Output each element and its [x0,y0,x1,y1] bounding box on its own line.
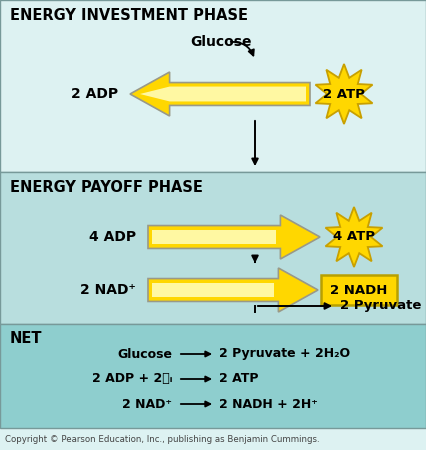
Text: Glucose: Glucose [190,35,251,49]
Polygon shape [325,207,383,267]
Polygon shape [140,86,306,101]
Text: NET: NET [10,331,43,346]
Polygon shape [152,283,274,297]
Polygon shape [316,64,372,124]
Polygon shape [152,230,276,244]
Text: Glucose: Glucose [117,347,172,360]
Text: 4 ADP: 4 ADP [89,230,136,244]
FancyBboxPatch shape [321,275,397,305]
Text: 2 ATP: 2 ATP [219,373,259,386]
Bar [0,172,426,324]
Polygon shape [148,268,318,312]
Text: 2 Pyruvate: 2 Pyruvate [340,300,421,312]
Text: ENERGY PAYOFF PHASE: ENERGY PAYOFF PHASE [10,180,203,195]
Text: 2 NADH: 2 NADH [330,284,388,297]
Text: 2 NADH + 2H⁺: 2 NADH + 2H⁺ [219,397,318,410]
Text: 4 ATP: 4 ATP [333,230,375,243]
Text: 2 NAD⁺: 2 NAD⁺ [80,283,136,297]
Text: ENERGY INVESTMENT PHASE: ENERGY INVESTMENT PHASE [10,8,248,23]
Text: 2 ADP + 2Ⓟᵢ: 2 ADP + 2Ⓟᵢ [92,373,172,386]
Text: 2 Pyruvate + 2H₂O: 2 Pyruvate + 2H₂O [219,347,350,360]
FancyArrowPatch shape [231,42,254,55]
Text: Copyright © Pearson Education, Inc., publishing as Benjamin Cummings.: Copyright © Pearson Education, Inc., pub… [5,436,320,445]
Polygon shape [130,72,310,116]
Text: 2 ADP: 2 ADP [71,87,118,101]
Text: 2 NAD⁺: 2 NAD⁺ [122,397,172,410]
Text: 2 ATP: 2 ATP [323,87,365,100]
Polygon shape [148,215,320,259]
Bar [0,0,426,172]
Bar [0,324,426,428]
